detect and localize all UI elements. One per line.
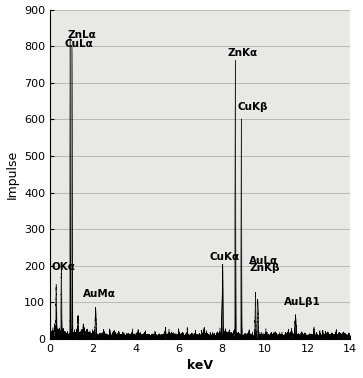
Text: ZnKα: ZnKα <box>228 48 258 58</box>
Text: AuLβ1: AuLβ1 <box>284 297 321 307</box>
Text: ZnKβ: ZnKβ <box>249 263 280 273</box>
Y-axis label: Impulse: Impulse <box>5 150 19 199</box>
X-axis label: keV: keV <box>187 359 213 372</box>
Text: CuLα: CuLα <box>65 39 93 49</box>
Text: CuKβ: CuKβ <box>238 102 268 112</box>
Text: AuMα: AuMα <box>83 290 115 299</box>
Text: OKα: OKα <box>51 262 75 272</box>
Text: AuLα: AuLα <box>249 256 278 266</box>
Text: ZnLα: ZnLα <box>68 29 97 40</box>
Text: CuKα: CuKα <box>210 252 240 262</box>
